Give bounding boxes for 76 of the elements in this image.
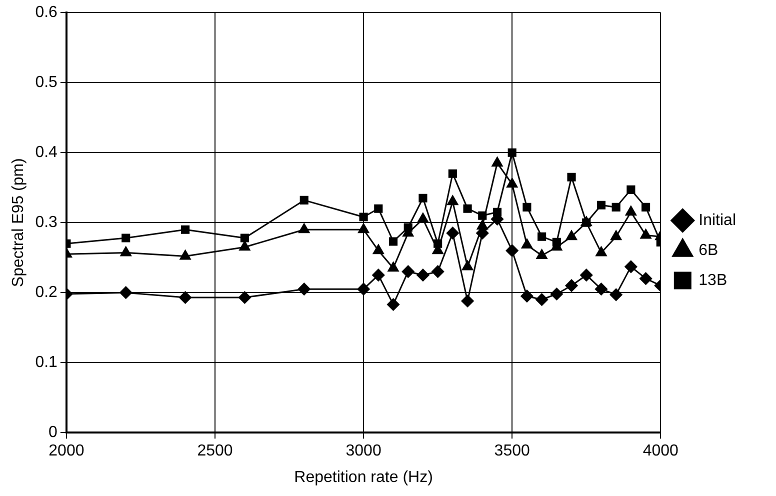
legend-label: Initial bbox=[698, 212, 736, 229]
legend-label: 13B bbox=[698, 272, 728, 289]
point bbox=[640, 228, 652, 239]
y-tick-label: 0.5 bbox=[35, 74, 58, 92]
point bbox=[238, 291, 251, 304]
point bbox=[565, 279, 578, 292]
point bbox=[372, 244, 384, 254]
point bbox=[506, 178, 518, 188]
point bbox=[416, 268, 430, 282]
point bbox=[626, 185, 636, 194]
point bbox=[372, 268, 385, 282]
legend-label: 6B bbox=[698, 242, 718, 259]
point bbox=[461, 294, 474, 308]
point bbox=[448, 169, 457, 178]
point bbox=[610, 230, 622, 240]
point bbox=[567, 172, 576, 182]
point bbox=[594, 282, 608, 296]
x-tick-label: 4000 bbox=[642, 442, 679, 460]
point bbox=[402, 265, 414, 278]
y-axis-title: Spectral E95 (pm) bbox=[10, 158, 28, 288]
y-tick-label: 0.3 bbox=[35, 214, 58, 232]
point bbox=[462, 260, 474, 270]
point bbox=[596, 200, 606, 210]
point bbox=[536, 249, 548, 259]
point bbox=[120, 246, 132, 256]
point bbox=[566, 230, 578, 240]
y-tick-label: 0.6 bbox=[35, 4, 58, 22]
point bbox=[432, 265, 444, 278]
point bbox=[298, 223, 310, 234]
x-tick-label: 3000 bbox=[346, 442, 382, 460]
point bbox=[580, 268, 593, 282]
point bbox=[387, 298, 400, 311]
point bbox=[358, 223, 370, 234]
point bbox=[508, 148, 516, 157]
point bbox=[550, 288, 563, 300]
point bbox=[447, 195, 458, 206]
point bbox=[298, 282, 310, 296]
point bbox=[538, 232, 546, 241]
point bbox=[417, 212, 428, 223]
point bbox=[520, 290, 534, 302]
point bbox=[240, 234, 249, 242]
point bbox=[374, 204, 383, 213]
x-tick-label: 3500 bbox=[494, 442, 530, 460]
point bbox=[536, 293, 548, 306]
x-axis-title: Repetition rate (Hz) bbox=[294, 468, 433, 486]
point bbox=[612, 202, 620, 212]
y-tick-label: 0.1 bbox=[35, 354, 58, 372]
y-tick-label: 0 bbox=[48, 424, 58, 442]
point bbox=[418, 194, 428, 202]
point bbox=[179, 291, 192, 304]
point bbox=[506, 244, 518, 257]
point bbox=[596, 246, 607, 256]
y-tick-label: 0.2 bbox=[35, 284, 58, 302]
point bbox=[120, 286, 132, 299]
point bbox=[239, 240, 250, 251]
x-tick-label: 2000 bbox=[48, 442, 84, 460]
point bbox=[300, 196, 308, 204]
point bbox=[181, 225, 190, 234]
point bbox=[357, 282, 370, 296]
y-tick-label: 0.4 bbox=[35, 144, 58, 162]
point bbox=[522, 202, 532, 212]
point bbox=[463, 204, 472, 213]
point bbox=[642, 202, 650, 212]
point bbox=[122, 234, 130, 242]
point bbox=[625, 206, 636, 216]
point bbox=[180, 250, 191, 260]
point bbox=[446, 226, 459, 240]
point bbox=[388, 262, 399, 272]
x-tick-label: 2500 bbox=[197, 442, 233, 460]
point bbox=[492, 156, 503, 167]
point bbox=[359, 212, 368, 222]
point bbox=[388, 237, 398, 246]
point bbox=[624, 260, 638, 273]
point bbox=[521, 238, 532, 248]
point bbox=[610, 288, 622, 301]
point bbox=[640, 272, 652, 285]
